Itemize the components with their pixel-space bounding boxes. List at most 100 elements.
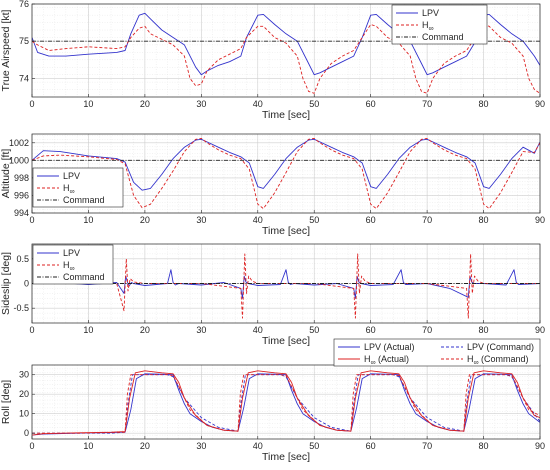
legend-label: H∞ (Command) bbox=[467, 354, 529, 367]
legend-box bbox=[333, 338, 541, 367]
x-tick-label: 30 bbox=[196, 215, 206, 225]
panel-2: 0 10 20 30 40 50 60 70 80 90 994 996 998 1000 1002 Time… bbox=[0, 133, 545, 237]
x-tick-label: 50 bbox=[309, 215, 319, 225]
legend: LPV H∞Command bbox=[391, 4, 488, 45]
x-axis-label: Time [sec] bbox=[262, 451, 310, 463]
x-tick-label: 70 bbox=[422, 441, 432, 451]
x-tick-label: 30 bbox=[196, 325, 206, 335]
y-tick-label: 0 bbox=[24, 279, 29, 289]
x-tick-label: 30 bbox=[196, 441, 206, 451]
series-group bbox=[32, 253, 540, 319]
x-tick-label: 20 bbox=[140, 215, 150, 225]
y-tick-label: 74 bbox=[19, 73, 29, 83]
series-line-2 bbox=[32, 374, 540, 434]
x-tick-label: 70 bbox=[422, 325, 432, 335]
x-tick-label: 90 bbox=[535, 99, 545, 109]
series-group bbox=[32, 137, 540, 210]
series-group bbox=[32, 370, 540, 436]
y-tick-label: 0.5 bbox=[16, 254, 29, 264]
legend-label: LPV (Command) bbox=[467, 342, 534, 352]
axes-frame bbox=[31, 133, 541, 214]
x-tick-label: 80 bbox=[479, 441, 489, 451]
legend: LPV H∞Command bbox=[32, 167, 124, 208]
panel-1: 0 10 20 30 40 50 60 70 80 90 74 75 76 Time [sec] True … bbox=[0, 0, 545, 121]
series-group bbox=[32, 12, 540, 94]
x-tick-label: 10 bbox=[83, 441, 93, 451]
axes-frame bbox=[31, 364, 541, 440]
legend-label: H∞ bbox=[422, 20, 434, 33]
x-tick-label: 60 bbox=[366, 99, 376, 109]
x-tick-label: 80 bbox=[479, 325, 489, 335]
panel-4: 0 10 20 30 40 50 60 70 80 90 0 10 20 30 Time [sec] Roll… bbox=[0, 338, 545, 463]
x-tick-label: 20 bbox=[140, 325, 150, 335]
y-tick-label: 20 bbox=[19, 389, 29, 399]
x-axis-label: Time [sec] bbox=[262, 109, 310, 121]
x-tick-label: 0 bbox=[29, 215, 34, 225]
y-tick-label: 1002 bbox=[9, 138, 29, 148]
x-axis-label: Time [sec] bbox=[262, 335, 310, 347]
legend-label: LPV bbox=[422, 8, 439, 18]
y-axis-label: Sideslip [deg] bbox=[0, 252, 12, 315]
y-axis-label: Roll [deg] bbox=[0, 380, 12, 424]
legend-label: Command bbox=[63, 195, 105, 205]
x-tick-label: 90 bbox=[535, 441, 545, 451]
x-tick-label: 10 bbox=[83, 215, 93, 225]
x-tick-label: 40 bbox=[253, 325, 263, 335]
legend-label: Command bbox=[422, 32, 464, 42]
x-tick-label: 10 bbox=[83, 325, 93, 335]
legend-label: H∞ bbox=[63, 260, 75, 273]
axes-frame bbox=[31, 3, 541, 98]
x-tick-label: 90 bbox=[535, 215, 545, 225]
y-tick-label: 10 bbox=[19, 409, 29, 419]
x-tick-label: 50 bbox=[309, 99, 319, 109]
legend-label: LPV (Actual) bbox=[364, 342, 415, 352]
y-tick-label: 998 bbox=[14, 173, 29, 183]
series-line-2 bbox=[32, 137, 540, 210]
y-tick-label: 1000 bbox=[9, 155, 29, 165]
x-tick-label: 40 bbox=[253, 215, 263, 225]
y-tick-label: 0 bbox=[24, 428, 29, 438]
panel-3: 0 10 20 30 40 50 60 70 80 90 -0.5 0 0.5 Time [sec] Sid… bbox=[0, 243, 545, 347]
series-line-2 bbox=[32, 24, 540, 94]
y-tick-label: 75 bbox=[19, 36, 29, 46]
x-tick-label: 0 bbox=[29, 441, 34, 451]
x-tick-label: 20 bbox=[140, 441, 150, 451]
series-line-1 bbox=[32, 138, 540, 191]
x-tick-label: 80 bbox=[479, 215, 489, 225]
x-tick-label: 60 bbox=[366, 325, 376, 335]
legend-label: Command bbox=[63, 272, 105, 282]
x-tick-label: 0 bbox=[29, 325, 34, 335]
y-tick-label: 76 bbox=[19, 0, 29, 9]
legend-label: H∞ (Actual) bbox=[364, 354, 409, 367]
x-tick-label: 10 bbox=[83, 99, 93, 109]
y-tick-label: 30 bbox=[19, 370, 29, 380]
x-axis-label: Time [sec] bbox=[262, 225, 310, 237]
x-tick-label: 50 bbox=[309, 325, 319, 335]
legend: LPV H∞Command bbox=[32, 244, 114, 285]
legend-label: LPV bbox=[63, 171, 80, 181]
x-tick-label: 40 bbox=[253, 441, 263, 451]
series-line-4 bbox=[32, 374, 540, 434]
x-tick-label: 60 bbox=[366, 215, 376, 225]
series-line-1 bbox=[32, 269, 540, 299]
x-tick-label: 50 bbox=[309, 441, 319, 451]
y-tick-label: 996 bbox=[14, 190, 29, 200]
series-line-1 bbox=[32, 12, 540, 76]
legend-label: H∞ bbox=[63, 183, 75, 196]
y-tick-label: 994 bbox=[14, 208, 29, 218]
x-tick-label: 60 bbox=[366, 441, 376, 451]
x-tick-label: 30 bbox=[196, 99, 206, 109]
x-tick-label: 70 bbox=[422, 215, 432, 225]
x-tick-label: 20 bbox=[140, 99, 150, 109]
legend-label: LPV bbox=[63, 248, 80, 258]
y-axis-label: True Airspeed [kt] bbox=[0, 9, 12, 91]
x-tick-label: 0 bbox=[29, 99, 34, 109]
x-tick-label: 70 bbox=[422, 99, 432, 109]
y-axis-label: Altitude [ft] bbox=[0, 149, 12, 199]
x-tick-label: 40 bbox=[253, 99, 263, 109]
legend: LPV (Actual) LPV (Command) H∞ (Actual) H∞ (… bbox=[333, 338, 541, 367]
x-tick-label: 80 bbox=[479, 99, 489, 109]
series-line-2 bbox=[32, 253, 540, 319]
x-tick-label: 90 bbox=[535, 325, 545, 335]
